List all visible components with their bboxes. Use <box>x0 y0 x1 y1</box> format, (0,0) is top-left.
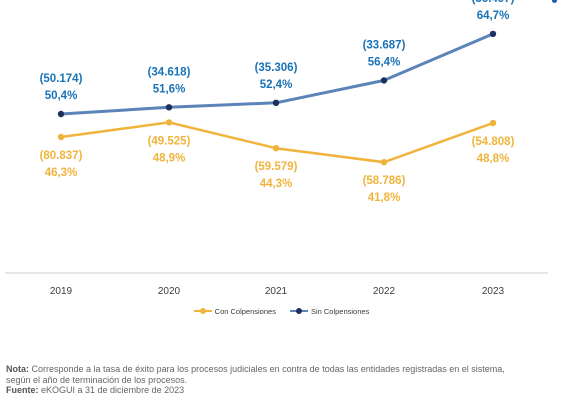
count-label-sin-2020: (34.618) <box>148 66 191 78</box>
value-label-sin-2023: 64,7% <box>477 10 510 22</box>
count-label-con-2023: (54.808) <box>472 136 515 148</box>
x-tick-label-2021: 2021 <box>265 286 288 297</box>
legend-swatch-sin-icon <box>289 308 308 314</box>
data-point-con-2023 <box>489 119 497 127</box>
value-label-sin-2019: 50,4% <box>45 90 78 102</box>
value-label-sin-2022: 56,4% <box>368 56 401 68</box>
legend-item-con-colpensiones: Con Colpensiones <box>193 306 276 316</box>
count-label-con-2020: (49.525) <box>148 135 191 147</box>
count-label-sin-2022: (33.687) <box>363 39 406 51</box>
data-point-con-2020 <box>165 119 173 126</box>
count-label-sin-2019: (50.174) <box>40 73 83 85</box>
count-label-sin-2021: (35.306) <box>255 62 298 74</box>
count-label-sin-2023: (36.497) <box>472 0 515 5</box>
value-label-con-2020: 48,9% <box>153 152 186 164</box>
data-point-con-2022 <box>380 159 388 166</box>
value-label-con-2023: 48,8% <box>477 153 510 165</box>
x-tick-layer: 2019 2020 2021 2022 2023 <box>50 286 505 297</box>
data-point-con-2019 <box>57 133 65 141</box>
value-label-sin-2021: 52,4% <box>260 79 293 91</box>
note-text: Corresponde a la tasa de éxito para los … <box>6 364 505 385</box>
value-label-con-2022: 41,8% <box>368 192 401 204</box>
series-line-con <box>60 121 494 164</box>
value-label-sin-2020: 51,6% <box>153 83 186 95</box>
legend-item-sin-colpensiones: Sin Colpensiones <box>289 306 370 316</box>
legend-label-sin: Sin Colpensiones <box>310 306 370 316</box>
count-label-con-2019: (80.837) <box>40 150 83 162</box>
legend: Con Colpensiones Sin Colpensiones <box>0 304 563 318</box>
count-label-con-2022: (58.786) <box>363 175 406 187</box>
data-point-sin-2021 <box>272 99 280 107</box>
source-line: Fuente: eKOGUI a 31 de diciembre de 2023 <box>6 385 526 396</box>
series-layer <box>57 30 497 166</box>
legend-label-con: Con Colpensiones <box>214 306 276 316</box>
value-label-con-2021: 44,3% <box>260 178 293 190</box>
source-text: eKOGUI a 31 de diciembre de 2023 <box>41 385 185 395</box>
data-point-sin-2019 <box>57 110 65 118</box>
count-label-con-2021: (59.579) <box>255 161 298 173</box>
data-point-sin-2020 <box>165 104 173 111</box>
x-tick-label-2020: 2020 <box>158 286 181 297</box>
value-label-con-2019: 46,3% <box>45 167 78 179</box>
data-point-con-2021 <box>272 145 280 152</box>
x-tick-label-2023: 2023 <box>482 286 505 297</box>
source-label: Fuente: <box>6 385 39 395</box>
label-layer: (80.837) 46,3% (49.525) 48,9% (59.579) 44,3% (… <box>40 0 515 204</box>
footnote: Nota: Corresponde a la tasa de éxito par… <box>6 364 526 396</box>
line-chart: (80.837) 46,3% (49.525) 48,9% (59.579) 44,3% (… <box>5 0 548 297</box>
legend-swatch-con-icon <box>193 308 212 314</box>
data-point-sin-2022 <box>380 77 388 84</box>
note-line: Nota: Corresponde a la tasa de éxito par… <box>6 364 526 385</box>
x-tick-label-2022: 2022 <box>373 286 396 297</box>
x-tick-label-2019: 2019 <box>50 286 73 297</box>
note-label: Nota: <box>6 364 29 374</box>
corner-logo-fragment <box>552 0 557 3</box>
data-point-sin-2023 <box>489 30 497 38</box>
